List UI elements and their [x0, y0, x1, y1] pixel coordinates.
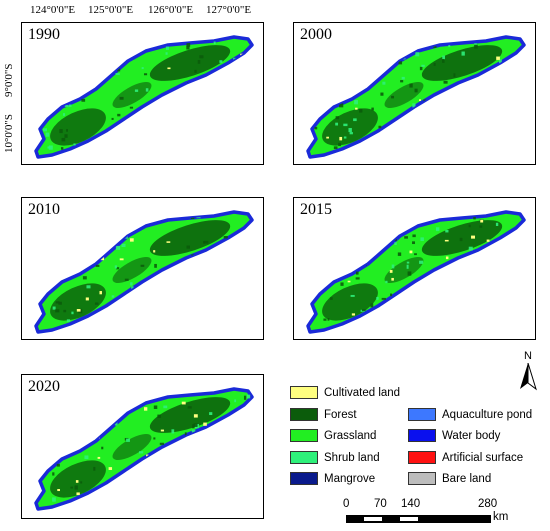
panel-year-2020: 2020 — [28, 378, 60, 395]
legend-label: Forest — [324, 408, 357, 421]
legend-swatch-cultivated-land — [290, 386, 318, 399]
longitude-label-127: 127°0'0"E — [206, 4, 252, 16]
longitude-label-125: 125°0'0"E — [88, 4, 134, 16]
north-arrow-icon — [520, 363, 537, 391]
legend-item-cultivated-land: Cultivated land — [290, 386, 400, 399]
legend-swatch-shrub-land — [290, 451, 318, 464]
legend-label: Grassland — [324, 429, 377, 442]
legend-swatch-water-body — [408, 429, 436, 442]
island-map-2000 — [306, 35, 526, 159]
legend-item-shrub-land: Shrub land — [290, 451, 380, 464]
legend-item-grassland: Grassland — [290, 429, 376, 442]
north-label: N — [524, 350, 532, 362]
legend-swatch-aquaculture-pond — [408, 408, 436, 421]
map-panel-2010: 2010 — [21, 197, 264, 340]
scale-tick-140: 140 — [401, 498, 421, 510]
longitude-label-124: 124°0'0"E — [30, 4, 76, 16]
legend-item-forest: Forest — [290, 408, 357, 421]
scale-bar — [346, 515, 491, 523]
legend-swatch-mangrove — [290, 472, 318, 485]
legend-swatch-forest — [290, 408, 318, 421]
latitude-label-9: 9°0'0"S — [3, 63, 15, 98]
map-panel-2020: 2020 — [21, 374, 264, 519]
legend-swatch-grassland — [290, 429, 318, 442]
panel-year-1990: 1990 — [28, 26, 60, 43]
island-map-2010 — [34, 210, 254, 334]
legend-item-water-body: Water body — [408, 429, 500, 442]
north-arrow: N — [518, 350, 542, 391]
legend-label: Artificial surface — [442, 451, 524, 464]
island-map-2020 — [34, 387, 254, 511]
legend-label: Water body — [442, 429, 501, 442]
panel-year-2015: 2015 — [300, 201, 332, 218]
legend-item-artificial-surface: Artificial surface — [408, 451, 523, 464]
longitude-label-126: 126°0'0"E — [148, 4, 194, 16]
map-panel-2015: 2015 — [293, 197, 536, 340]
scale-unit: km — [493, 511, 509, 523]
legend-label: Shrub land — [324, 451, 380, 464]
scale-tick-0: 0 — [343, 498, 350, 510]
panel-year-2000: 2000 — [300, 26, 332, 43]
legend-label: Bare land — [442, 472, 492, 485]
map-panel-1990: 1990 — [21, 22, 264, 165]
panel-year-2010: 2010 — [28, 201, 60, 218]
legend-item-mangrove: Mangrove — [290, 472, 375, 485]
island-map-2015 — [306, 210, 526, 334]
legend-item-bare-land: Bare land — [408, 472, 491, 485]
legend-swatch-bare-land — [408, 472, 436, 485]
legend-label: Cultivated land — [324, 386, 401, 399]
scale-tick-280: 280 — [478, 498, 498, 510]
latitude-label-10: 10°0'0"S — [3, 114, 15, 153]
legend-swatch-artificial-surface — [408, 451, 436, 464]
legend-label: Aquaculture pond — [442, 408, 533, 421]
map-panel-2000: 2000 — [293, 22, 536, 165]
scale-tick-70: 70 — [374, 498, 387, 510]
legend-label: Mangrove — [324, 472, 376, 485]
legend-item-aquaculture-pond: Aquaculture pond — [408, 408, 532, 421]
island-map-1990 — [34, 35, 254, 159]
